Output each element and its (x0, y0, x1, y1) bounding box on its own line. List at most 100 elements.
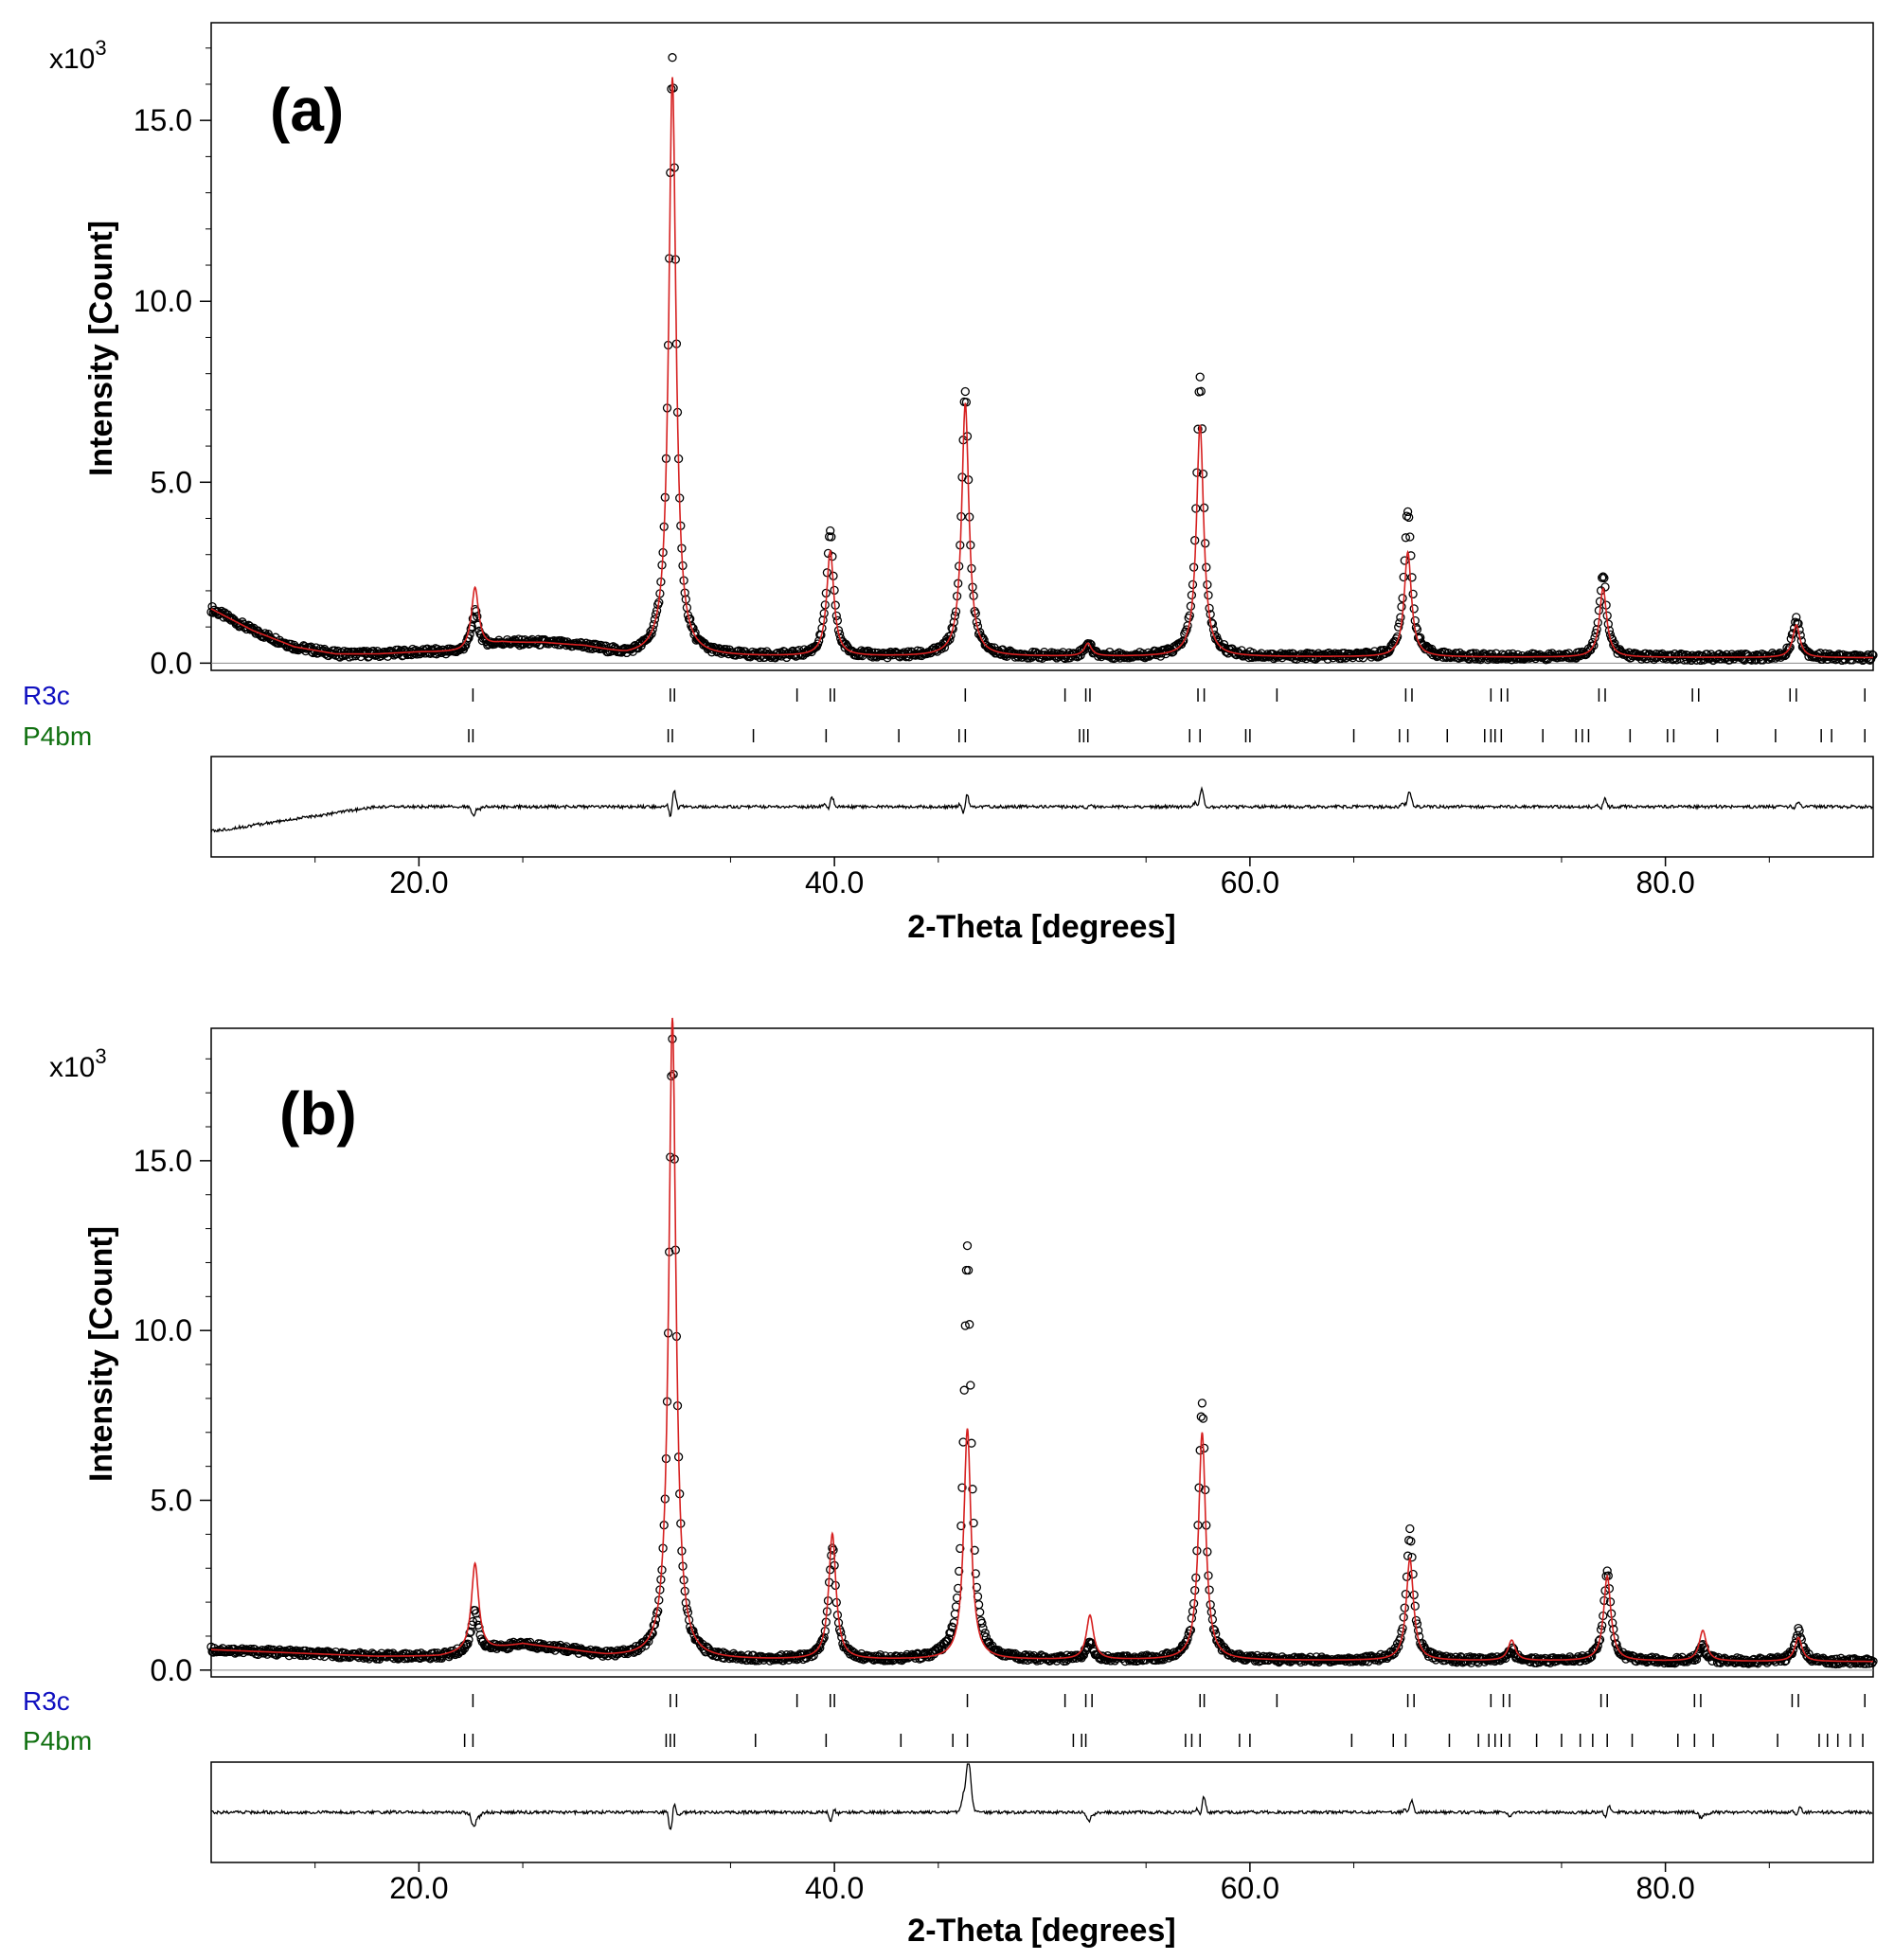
observed-point (1196, 386, 1206, 396)
observed-point (1784, 644, 1794, 653)
phase-label-r3c-a: R3c (23, 681, 70, 710)
observed-point (1408, 589, 1418, 599)
observed-series-a (206, 53, 1878, 666)
observed-point (1195, 372, 1205, 382)
x-tick-label-b: 20.0 (389, 1871, 448, 1905)
observed-point (965, 1320, 974, 1329)
observed-point (884, 1655, 894, 1666)
calculated-series-a (210, 77, 1873, 659)
difference-frame-a (210, 756, 1874, 858)
observed-point (1795, 1626, 1804, 1635)
observed-point (837, 1632, 847, 1642)
observed-point (1405, 1523, 1415, 1534)
observed-point (827, 532, 836, 542)
observed-point (1599, 573, 1609, 583)
observed-point (954, 1583, 963, 1594)
observed-point (1652, 650, 1661, 659)
difference-series-b (210, 1763, 1873, 1830)
observed-point (1399, 572, 1408, 582)
phase-label-p4bm-b: P4bm (23, 1726, 92, 1755)
observed-point (1207, 619, 1218, 629)
panel-label-a: (a) (270, 76, 344, 144)
observed-point (1124, 653, 1135, 663)
x-tick-label-a: 80.0 (1635, 865, 1694, 900)
observed-point (1199, 503, 1209, 512)
y-tick-label-b: 5.0 (151, 1484, 192, 1518)
observed-point (464, 633, 474, 643)
reflection-ticks-r3c-b (472, 1694, 1866, 1707)
observed-point (962, 1240, 973, 1251)
observed-point (970, 1545, 979, 1555)
panel-a: x103 (a) Intensity [Count] 2-Theta [degr… (23, 22, 1878, 945)
observed-series-b (206, 1034, 1878, 1669)
x-tick-label-b: 80.0 (1635, 1871, 1694, 1905)
observed-point (947, 1622, 956, 1631)
observed-point (1190, 536, 1200, 545)
observed-point (289, 1647, 298, 1656)
observed-point (1404, 512, 1414, 523)
observed-point (1401, 1589, 1411, 1599)
observed-point (1333, 1653, 1343, 1664)
observed-point (945, 634, 955, 644)
phase-label-r3c-b: R3c (23, 1686, 70, 1716)
observed-point (498, 1643, 508, 1652)
observed-point (422, 644, 432, 653)
y-tick-label-a: 10.0 (134, 284, 192, 318)
plot-frame-a (210, 22, 1874, 671)
observed-point (1192, 468, 1202, 477)
y-tick-label-a: 0.0 (151, 646, 192, 680)
observed-point (1537, 652, 1546, 663)
reflection-ticks-p4bm-a (468, 729, 1866, 742)
observed-point (1397, 602, 1406, 612)
observed-point (1408, 1569, 1418, 1579)
observed-point (814, 636, 824, 646)
observed-point (963, 1265, 974, 1275)
x-tick-label-a: 40.0 (805, 865, 864, 900)
observed-point (1591, 1643, 1600, 1653)
x-axis-title-b: 2-Theta [degrees] (907, 1913, 1175, 1949)
observed-point (1177, 637, 1188, 647)
observed-point (1399, 1613, 1408, 1622)
y-tick-label-b: 15.0 (134, 1144, 192, 1178)
y-tick-label-a: 15.0 (134, 103, 192, 137)
observed-point (1191, 504, 1201, 513)
reflection-ticks-r3c-a (472, 688, 1866, 702)
observed-point (648, 624, 657, 634)
observed-point (1600, 582, 1610, 592)
difference-series-a (210, 786, 1873, 833)
observed-point (1197, 424, 1207, 434)
observed-point (1394, 622, 1403, 632)
observed-point (668, 53, 677, 62)
panel-b: x103 (b) Intensity [Count] 2-Theta [degr… (23, 1017, 1878, 1949)
x-tick-label-b: 60.0 (1221, 1871, 1279, 1905)
multiplier-label-b: x103 (49, 1044, 107, 1083)
observed-point (817, 1635, 827, 1646)
phase-label-p4bm-a: P4bm (23, 722, 92, 751)
observed-point (1785, 643, 1795, 652)
observed-point (1394, 1642, 1403, 1651)
x-axis-title-a: 2-Theta [degrees] (907, 909, 1175, 945)
observed-point (1179, 635, 1188, 646)
y-tick-label-b: 0.0 (151, 1653, 192, 1687)
observed-point (1357, 1657, 1367, 1666)
observed-point (1410, 1601, 1420, 1611)
observed-point (972, 1582, 982, 1593)
reflection-ticks-p4bm-b (463, 1734, 1864, 1747)
observed-point (955, 1566, 964, 1577)
observed-point (968, 1485, 977, 1494)
observed-point (462, 1640, 472, 1649)
y-axis-title-a: Intensity [Count] (83, 221, 119, 476)
observed-point (1076, 650, 1085, 660)
observed-point (1403, 507, 1413, 517)
observed-point (946, 1628, 956, 1637)
x-tick-label-b: 40.0 (805, 1871, 864, 1905)
observed-point (1359, 649, 1369, 658)
observed-point (1665, 1656, 1674, 1666)
observed-point (1187, 1613, 1197, 1623)
observed-point (975, 1608, 985, 1617)
y-axis-title-b: Intensity [Count] (83, 1226, 119, 1482)
observed-point (980, 1628, 990, 1638)
observed-point (465, 630, 474, 639)
observed-point (1198, 1414, 1208, 1423)
observed-point (960, 386, 970, 397)
